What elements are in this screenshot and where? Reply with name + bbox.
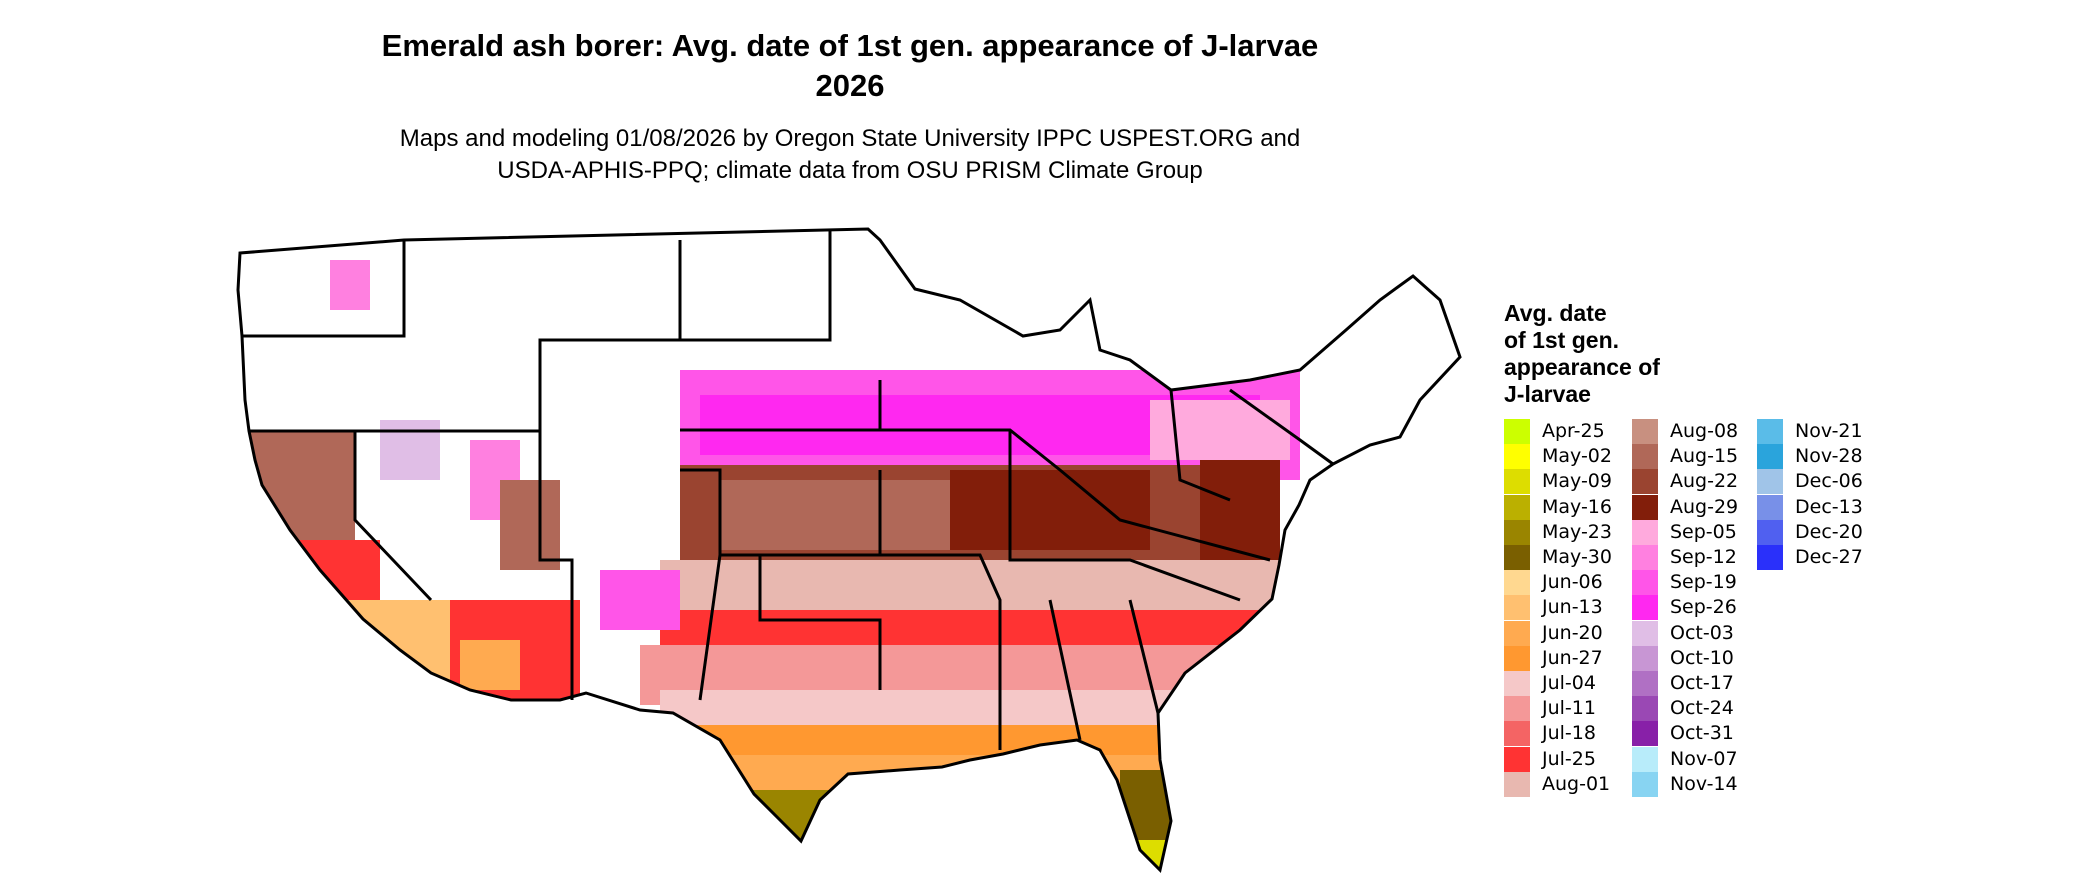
us-map: [236, 227, 1462, 872]
legend-swatch: [1504, 721, 1530, 747]
legend-swatch: [1504, 570, 1530, 596]
legend-swatch: [1632, 444, 1658, 470]
map-title: Emerald ash borer: Avg. date of 1st gen.…: [381, 28, 1319, 63]
legend-title-line: of 1st gen.: [1504, 327, 1620, 353]
legend-label: May-02: [1542, 445, 1612, 468]
legend-swatch: [1504, 595, 1530, 621]
legend-label: Jun-20: [1542, 621, 1603, 644]
legend-label: Nov-07: [1670, 747, 1738, 770]
legend-swatch: [1632, 721, 1658, 747]
legend-swatch: [1632, 570, 1658, 596]
legend-swatch: [1632, 671, 1658, 696]
legend-label: Sep-19: [1670, 571, 1737, 594]
legend-swatch: [1504, 519, 1530, 545]
legend-swatch: [1504, 696, 1530, 722]
legend-label: May-16: [1542, 495, 1612, 518]
legend-title-line: appearance of: [1504, 354, 1660, 380]
legend-swatch: [1504, 771, 1530, 797]
legend-swatch: [1632, 469, 1658, 495]
legend-label: Jun-06: [1542, 571, 1603, 594]
legend-label: Jun-13: [1542, 596, 1603, 619]
legend-swatch: [1632, 771, 1658, 797]
legend-swatch: [1632, 696, 1658, 722]
legend-label: Aug-29: [1670, 495, 1739, 518]
legend-swatch: [1632, 620, 1658, 646]
legend-label: Nov-21: [1795, 420, 1863, 442]
legend-label: Apr-25: [1542, 420, 1605, 442]
legend-swatch: [1757, 494, 1783, 520]
legend-label: Oct-03: [1670, 621, 1734, 644]
legend-label: Oct-24: [1670, 697, 1734, 720]
legend-label: Jul-11: [1542, 697, 1596, 720]
legend-label: Sep-05: [1670, 520, 1737, 543]
legend-label: Jul-25: [1542, 747, 1596, 770]
legend-label: Oct-17: [1670, 672, 1734, 694]
legend-swatch: [1632, 419, 1658, 444]
legend-label: Jul-18: [1542, 722, 1596, 745]
legend-label: May-23: [1542, 520, 1612, 543]
legend-swatch: [1504, 545, 1530, 570]
legend-label: Aug-08: [1670, 420, 1739, 442]
legend-swatch: [1504, 645, 1530, 671]
legend-swatch: [1757, 519, 1783, 545]
legend-swatch: [1632, 595, 1658, 621]
legend-swatch: [1504, 469, 1530, 495]
legend-title-line: J-larvae: [1504, 381, 1591, 407]
legend-swatch: [1504, 444, 1530, 470]
legend-title: Avg. date of 1st gen. appearance of J-la…: [1504, 300, 1660, 408]
legend-label: May-30: [1542, 546, 1612, 568]
legend-label: Nov-14: [1670, 772, 1738, 795]
legend-label: Oct-31: [1670, 722, 1734, 745]
legend-swatch: [1757, 545, 1783, 570]
legend-swatch: [1504, 746, 1530, 772]
legend-label: Nov-28: [1795, 445, 1863, 468]
legend-swatch: [1632, 645, 1658, 671]
legend-title-line: Avg. date: [1504, 300, 1607, 326]
legend-swatch: [1632, 746, 1658, 772]
legend-label: Jun-27: [1542, 646, 1603, 669]
map-subtitle-line1: Maps and modeling 01/08/2026 by Oregon S…: [399, 125, 1301, 152]
state-borders: [242, 229, 1334, 750]
legend-label: Oct-10: [1670, 646, 1734, 669]
legend-swatch: [1504, 494, 1530, 520]
legend-swatch: [1632, 494, 1658, 520]
legend-swatch: [1632, 519, 1658, 545]
map-subtitle-line2: USDA-APHIS-PPQ; climate data from OSU PR…: [497, 157, 1203, 184]
legend-swatch: [1632, 545, 1658, 570]
legend-swatch: [1504, 620, 1530, 646]
legend-label: Dec-13: [1795, 495, 1863, 518]
legend-label: Sep-26: [1670, 596, 1737, 619]
legend-swatch: [1504, 671, 1530, 696]
map-title-year: 2026: [815, 68, 885, 103]
legend-label: Jul-04: [1542, 672, 1596, 694]
legend-swatch: [1757, 469, 1783, 495]
legend-label: Dec-20: [1795, 520, 1863, 543]
legend-label: Aug-01: [1542, 772, 1611, 795]
legend-label: Aug-15: [1670, 445, 1739, 468]
legend-label: Dec-06: [1795, 470, 1863, 493]
legend-swatch: [1757, 444, 1783, 470]
legend-swatch: [1504, 419, 1530, 444]
legend-swatch: [1757, 419, 1783, 444]
legend-label: Dec-27: [1795, 546, 1863, 568]
legend-label: May-09: [1542, 470, 1612, 493]
legend-label: Sep-12: [1670, 546, 1737, 568]
legend-label: Aug-22: [1670, 470, 1739, 493]
